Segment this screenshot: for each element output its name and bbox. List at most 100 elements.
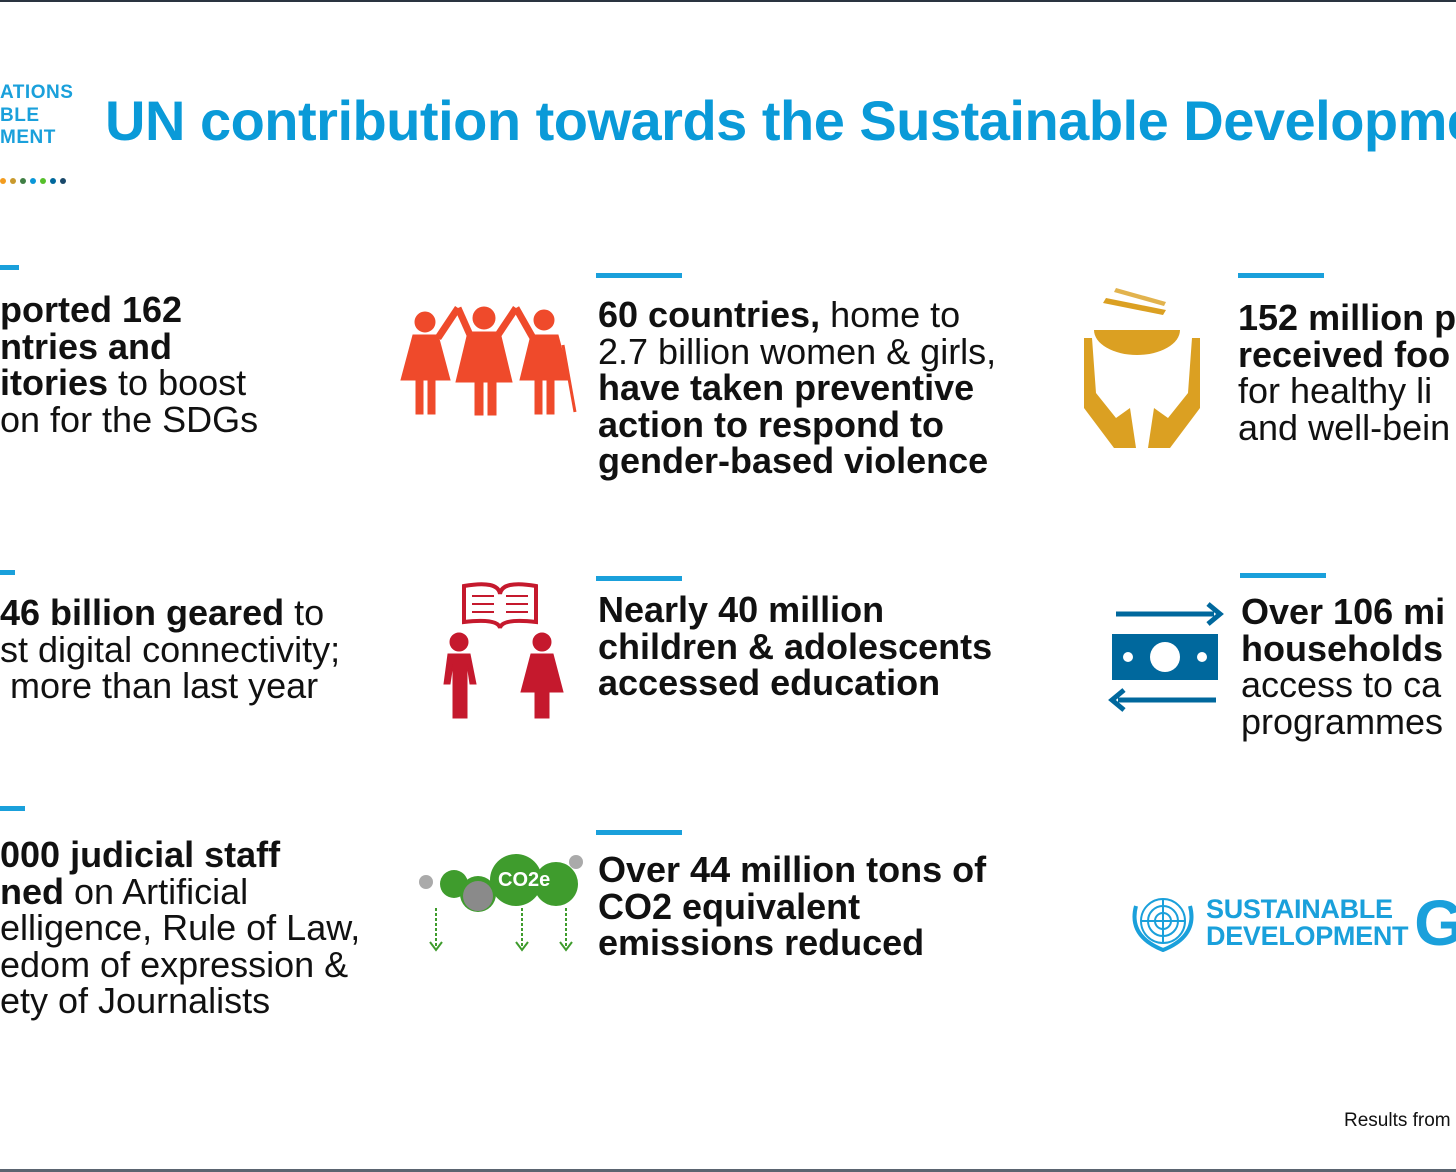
body-text: to boost [108,362,247,403]
stat-card-co2: Over 44 million tons of CO2 equivalent emi… [598,849,987,963]
food-hands-icon [1084,288,1200,448]
stat-card-food: 152 million p received foo for healthy li a… [1238,297,1456,448]
card-line: for healthy li [1238,370,1456,411]
highlight-text: 152 million p [1238,297,1456,338]
logo-dot [50,178,56,184]
highlight-text: itories [0,362,109,403]
top-border [0,0,1456,2]
card-line: access to ca [1241,664,1445,705]
highlight-text: Over 106 mi [1241,591,1446,632]
card-line: Nearly 40 million [598,589,992,630]
accent-rule [596,576,682,581]
body-text: ety of Journalists [0,980,271,1021]
stat-card-education: Nearly 40 million children & adolescents a… [598,589,993,703]
highlight-text: emissions reduced [598,922,925,963]
card-line: emissions reduced [598,922,986,963]
card-line: elligence, Rule of Law, [0,907,361,948]
highlight-text: 46 billion geared [0,592,285,633]
card-line: and well-bein [1238,406,1456,448]
highlight-text: households [1241,627,1444,669]
un-sdg-logo-text: ATIONS BLE MENT [0,82,73,150]
logo-dot [10,178,16,184]
card-line: 46 billion geared to [0,592,340,633]
sdg-logo: SUSTAINABLE DEVELOPMENT G [1130,887,1456,959]
card-line: 60 countries, home to [598,294,996,335]
co2-label: CO2e [498,869,550,891]
highlight-text: ported 162 [0,289,183,330]
body-text: and well-bein [1238,406,1451,448]
card-line: CO2 equivalent [598,885,986,927]
bottom-border [0,1169,1456,1172]
page-title: UN contribution towards the Sustainable … [105,89,1456,152]
highlight-text: ned [0,870,65,912]
card-line: ported 162 [0,289,258,330]
highlight-text: 60 countries, [598,294,821,335]
cash-transfer-icon [1108,602,1224,712]
body-text: on Artificial [64,870,249,912]
highlight-text: CO2 equivalent [598,885,861,927]
card-line: 2.7 billion women & girls, [598,330,997,372]
children-book-icon [443,582,564,719]
body-text: st digital connectivity; [0,628,341,670]
logo-line: ATIONS [0,82,74,103]
card-line: received foo [1238,333,1456,375]
card-line: have taken preventive [598,369,996,407]
stat-card-cash: Over 106 mi households access to ca program… [1241,591,1446,742]
highlight-text: 000 judicial staff [0,834,281,875]
body-text: 2.7 billion women & girls, [598,330,997,372]
body-text: elligence, Rule of Law, [0,907,361,948]
sdg-logo-goals-letter: G [1414,887,1456,959]
highlight-text: accessed education [598,662,941,703]
logo-line: MENT [0,127,56,148]
card-line: 152 million p [1238,297,1456,338]
card-line: accessed education [598,662,992,703]
body-text: home to [820,294,961,335]
body-text: edom of expression & [0,943,349,985]
logo-color-dots [0,178,66,184]
card-line: Over 44 million tons of [598,849,987,890]
logo-dot [0,178,6,184]
highlight-text: Over 44 million tons of [598,849,987,890]
un-emblem-icon [1132,898,1194,952]
card-line: households [1241,627,1445,669]
footer-source: Results from [1344,1110,1451,1131]
body-text: for healthy li [1238,370,1433,411]
card-line: more than last year [0,665,340,706]
accent-rule [596,830,682,835]
co2-cloud-icon: CO2e [419,854,583,952]
highlight-text: Nearly 40 million [598,589,885,630]
accent-rule [0,570,15,575]
card-line: on for the SDGs [0,398,259,440]
accent-rule [1238,273,1324,278]
stat-card-gender: 60 countries, home to 2.7 billion women &… [598,294,997,481]
logo-dot [60,178,66,184]
card-line: action to respond to [598,403,996,445]
card-line: ned on Artificial [0,870,360,912]
highlight-text: action to respond to [598,403,944,445]
body-text: more than last year [0,665,319,706]
body-text: access to ca [1241,664,1442,705]
body-text: on for the SDGs [0,398,259,440]
highlight-text: gender-based violence [598,440,989,481]
card-line: Over 106 mi [1241,591,1446,632]
accent-rule [0,265,19,270]
card-line: programmes [1241,700,1445,742]
card-line: ntries and [0,325,258,367]
logo-dot [30,178,36,184]
card-line: 000 judicial staff [0,834,360,875]
stat-card-countries: ported 162 ntries and itories to boost on f… [0,289,259,440]
body-text: programmes [1241,700,1444,742]
card-line: children & adolescents [598,625,993,667]
card-line: st digital connectivity; [0,628,341,670]
body-text: to [284,592,325,633]
highlight-text: received foo [1238,333,1451,375]
highlight-text: ntries and [0,325,173,367]
sdg-logo-line1: SUSTAINABLE [1206,894,1393,924]
card-line: gender-based violence [598,440,996,481]
card-line: itories to boost [0,362,258,403]
sdg-logo-line2: DEVELOPMENT [1206,921,1409,951]
stat-card-digital: 46 billion geared to st digital connectiv… [0,592,341,706]
highlight-text: children & adolescents [598,625,993,667]
women-girls-icon [400,306,577,416]
logo-dot [40,178,46,184]
